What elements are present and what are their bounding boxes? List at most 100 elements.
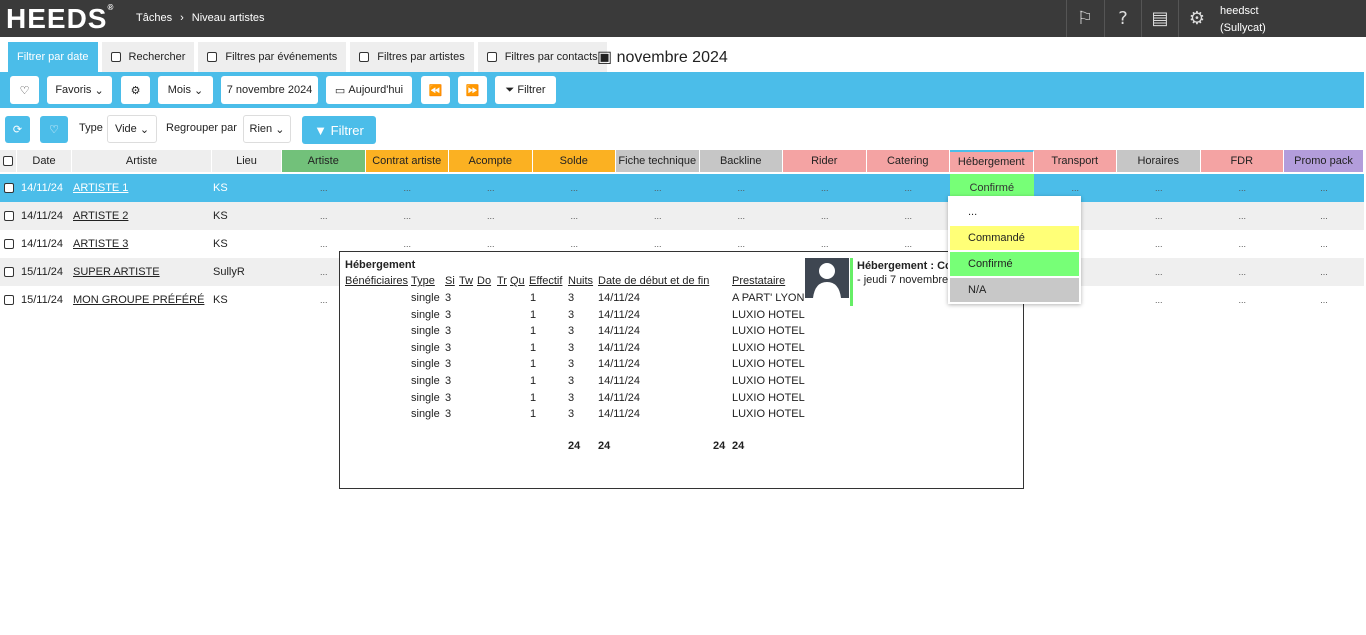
status-cell[interactable]: ...: [319, 183, 328, 193]
status-cell[interactable]: ...: [319, 295, 328, 305]
status-cell[interactable]: ...: [1154, 295, 1163, 305]
column-header[interactable]: Acompte: [449, 150, 533, 172]
flag-icon[interactable]: ⚐: [1066, 0, 1103, 37]
apply-filter-button[interactable]: ▼ Filtrer: [302, 116, 376, 144]
status-cell[interactable]: ...: [820, 211, 829, 221]
row-checkbox[interactable]: [0, 258, 17, 286]
tab-filtres-contacts[interactable]: Filtres par contacts: [477, 42, 607, 72]
status-cell[interactable]: ...: [1154, 211, 1163, 221]
status-cell[interactable]: ...: [570, 211, 578, 221]
status-cell[interactable]: ...: [1238, 211, 1246, 221]
column-header[interactable]: Hébergement: [950, 150, 1034, 172]
tab-filtrer-par-date[interactable]: Filtrer par date: [8, 42, 98, 72]
favorite-heart-button[interactable]: ♡: [10, 76, 39, 104]
artist-link[interactable]: ARTISTE 2: [73, 210, 129, 222]
status-cell[interactable]: ...: [1238, 239, 1246, 249]
status-cell[interactable]: ...: [653, 183, 662, 193]
dropdown-option[interactable]: Commandé: [950, 226, 1079, 250]
column-header[interactable]: FDR: [1200, 150, 1284, 172]
refresh-button[interactable]: ⟳: [5, 116, 30, 143]
status-cell[interactable]: ...: [1238, 295, 1246, 305]
status-cell[interactable]: ...: [486, 183, 495, 193]
status-cell[interactable]: ...: [820, 239, 829, 249]
column-header[interactable]: Promo pack: [1284, 150, 1364, 172]
book-icon[interactable]: ▤: [1141, 0, 1178, 37]
gear-icon[interactable]: ⚙: [1178, 0, 1215, 37]
status-cell[interactable]: ...: [570, 239, 578, 249]
favoris-dropdown[interactable]: Favoris ⌄: [47, 76, 112, 104]
status-cell[interactable]: ...: [1320, 183, 1328, 193]
table-row[interactable]: 14/11/24 ARTISTE 1 KS.....................…: [0, 174, 1364, 202]
status-cell[interactable]: ...: [1154, 267, 1163, 277]
column-header[interactable]: Backline: [699, 150, 783, 172]
select-all-checkbox[interactable]: [0, 150, 17, 172]
column-header[interactable]: Fiche technique: [616, 150, 700, 172]
status-cell[interactable]: ...: [820, 183, 829, 193]
status-cell[interactable]: ...: [1238, 267, 1246, 277]
artist-link[interactable]: ARTISTE 3: [73, 238, 129, 250]
status-cell[interactable]: ...: [904, 211, 912, 221]
column-header[interactable]: Catering: [866, 150, 950, 172]
column-header[interactable]: Contrat artiste: [365, 150, 449, 172]
row-checkbox[interactable]: [0, 230, 17, 258]
status-cell[interactable]: ...: [319, 267, 328, 277]
favorite-button[interactable]: ♡: [40, 116, 68, 143]
column-header[interactable]: Horaires: [1117, 150, 1201, 172]
column-header[interactable]: Lieu: [212, 150, 282, 172]
status-cell[interactable]: ...: [1154, 183, 1163, 193]
status-cell[interactable]: ...: [1071, 183, 1079, 193]
dropdown-option[interactable]: ...: [950, 200, 1079, 224]
status-cell[interactable]: ...: [403, 239, 411, 249]
status-cell[interactable]: ...: [904, 183, 912, 193]
status-cell[interactable]: ...: [737, 211, 745, 221]
column-header[interactable]: Transport: [1033, 150, 1117, 172]
status-cell[interactable]: ...: [319, 239, 328, 249]
column-header[interactable]: Solde: [532, 150, 616, 172]
dropdown-option[interactable]: Confirmé: [950, 252, 1079, 276]
artist-link[interactable]: ARTISTE 1: [73, 182, 129, 194]
status-cell[interactable]: ...: [1320, 267, 1328, 277]
status-cell[interactable]: ...: [403, 183, 411, 193]
help-icon[interactable]: ?: [1104, 0, 1141, 37]
status-cell[interactable]: ...: [653, 239, 662, 249]
previous-button[interactable]: ⏪: [421, 76, 450, 104]
status-cell[interactable]: ...: [319, 211, 328, 221]
type-select[interactable]: Vide ⌄: [107, 115, 157, 143]
status-cell[interactable]: ...: [1320, 295, 1328, 305]
tab-filtres-evenements[interactable]: Filtres par événements: [198, 42, 347, 72]
date-field[interactable]: 7 novembre 2024: [221, 76, 318, 104]
status-cell[interactable]: ...: [737, 183, 745, 193]
status-cell[interactable]: ...: [737, 239, 745, 249]
row-checkbox[interactable]: [0, 202, 17, 230]
table-row[interactable]: 14/11/24 ARTISTE 2 KS.....................…: [0, 202, 1364, 230]
column-header[interactable]: Rider: [783, 150, 867, 172]
status-cell[interactable]: ...: [403, 211, 411, 221]
artist-link[interactable]: MON GROUPE PRÉFÉRÉ: [73, 294, 205, 306]
status-cell[interactable]: ...: [904, 239, 912, 249]
filter-button[interactable]: ⏷ Filtrer: [495, 76, 556, 104]
column-header[interactable]: Date: [17, 150, 72, 172]
dropdown-option[interactable]: N/A: [950, 278, 1079, 302]
tab-rechercher[interactable]: Rechercher: [101, 42, 195, 72]
column-header[interactable]: Artiste: [72, 150, 212, 172]
status-cell[interactable]: ...: [1320, 211, 1328, 221]
breadcrumb-taches[interactable]: Tâches: [136, 12, 173, 24]
row-checkbox[interactable]: [0, 174, 17, 202]
artist-link[interactable]: SUPER ARTISTE: [73, 266, 160, 278]
status-cell[interactable]: ...: [570, 183, 578, 193]
status-cell[interactable]: ...: [653, 211, 662, 221]
status-cell[interactable]: ...: [486, 239, 495, 249]
group-select[interactable]: Rien ⌄: [243, 115, 291, 143]
status-cell[interactable]: ...: [486, 211, 495, 221]
row-checkbox[interactable]: [0, 286, 17, 314]
next-button[interactable]: ⏩: [458, 76, 487, 104]
status-cell[interactable]: ...: [1320, 239, 1328, 249]
settings-button[interactable]: ⚙: [121, 76, 150, 104]
today-button[interactable]: ▭ Aujourd'hui: [326, 76, 412, 104]
heeds-logo[interactable]: HEEDS®: [6, 3, 115, 34]
tab-filtres-artistes[interactable]: Filtres par artistes: [350, 42, 474, 72]
period-dropdown[interactable]: Mois ⌄: [158, 76, 213, 104]
user-menu[interactable]: heedsct (Sullycat): [1220, 3, 1266, 37]
status-cell[interactable]: ...: [1238, 183, 1246, 193]
status-cell[interactable]: ...: [1154, 239, 1163, 249]
